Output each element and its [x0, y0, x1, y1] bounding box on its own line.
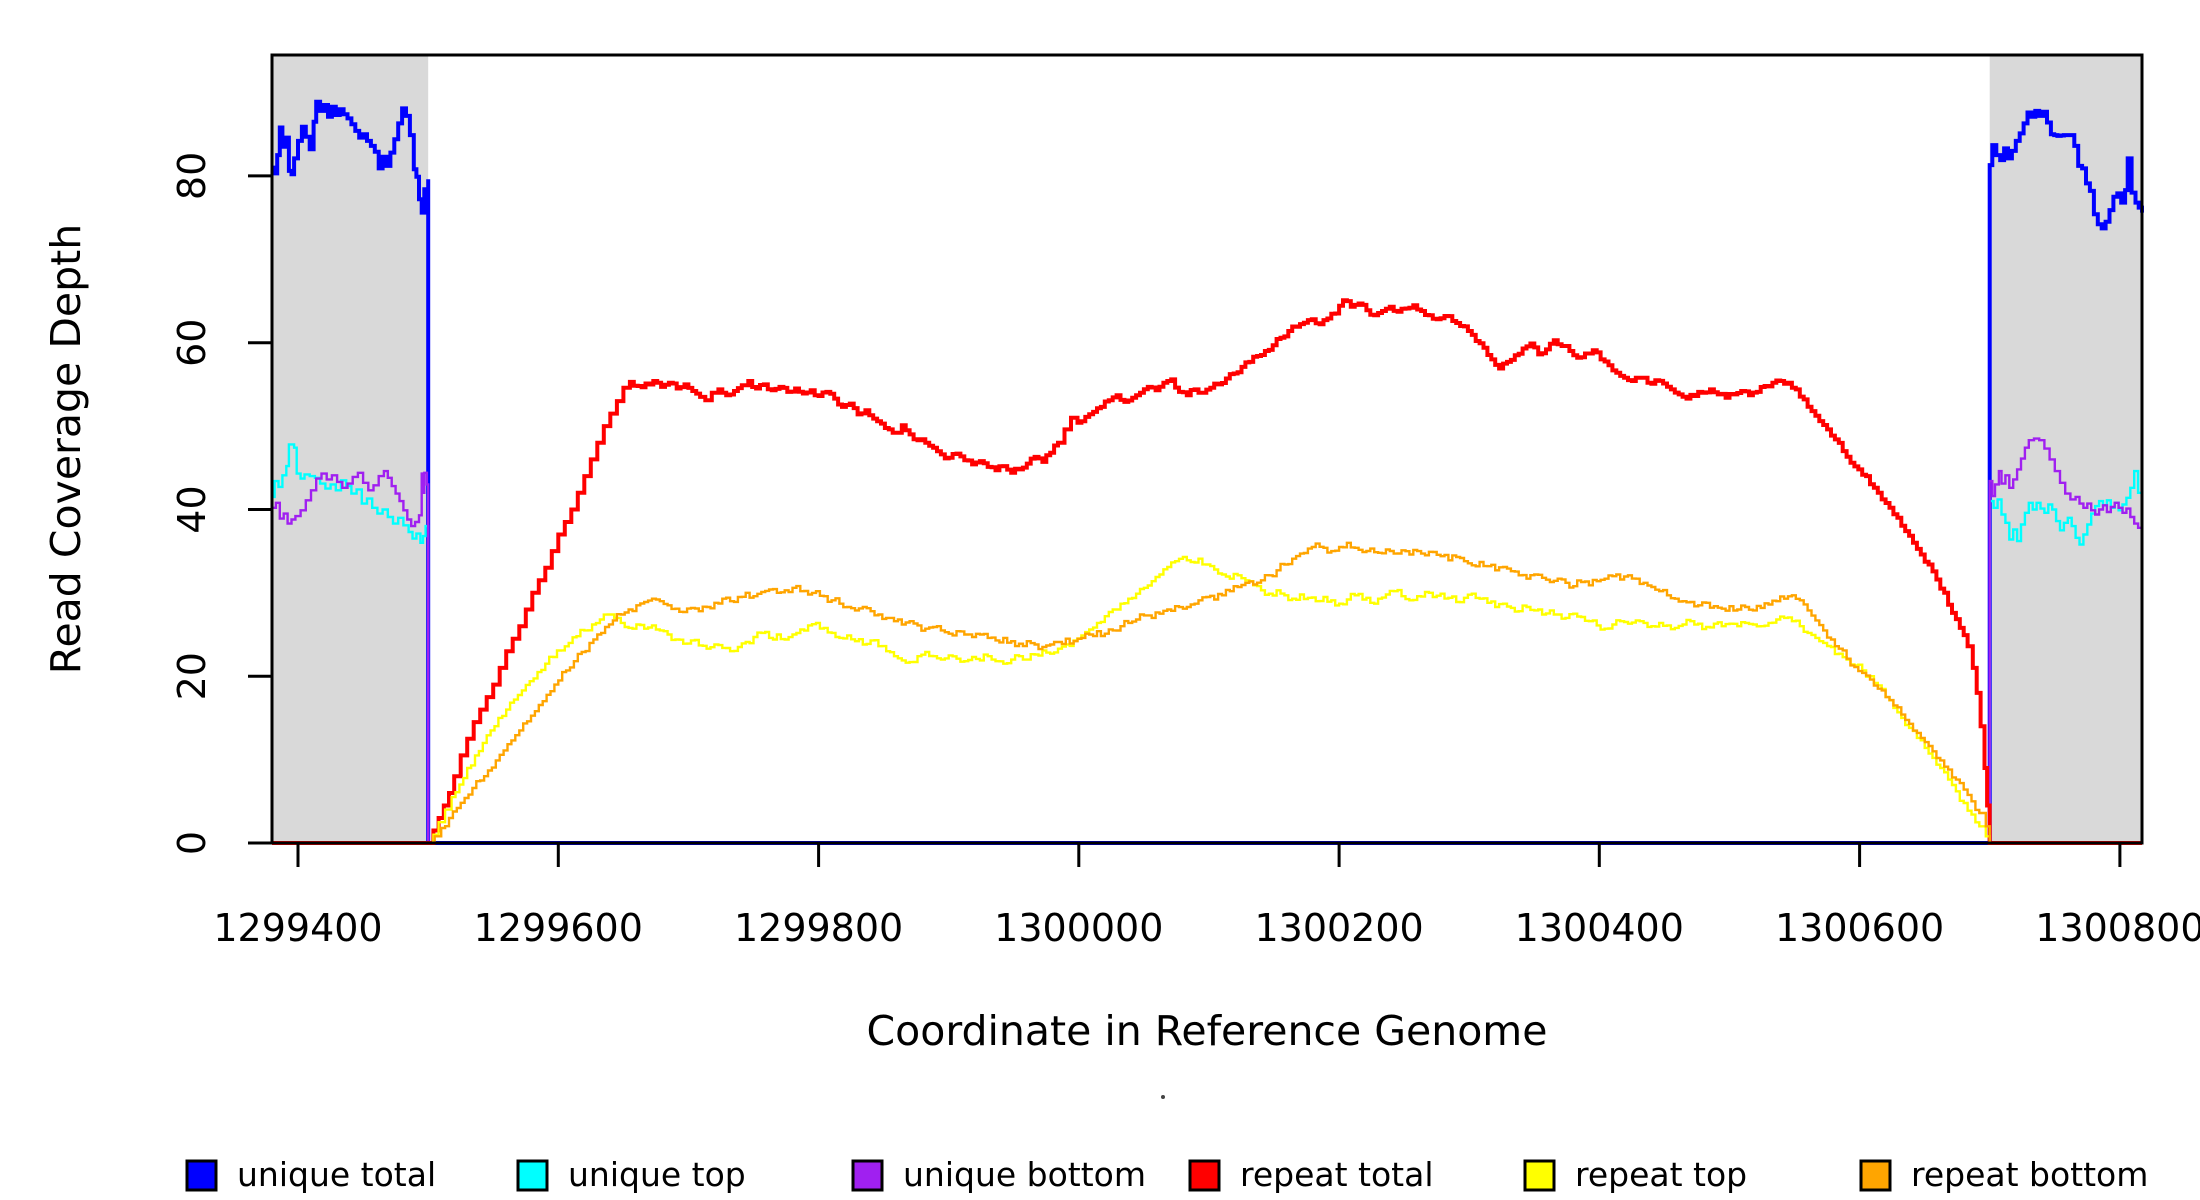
series-unique-top [272, 443, 2144, 845]
shaded-region-right [1989, 55, 2142, 843]
legend-swatch-repeat-total [1188, 1159, 1221, 1192]
series-group [272, 99, 2144, 845]
legend-label: unique bottom [903, 1155, 1146, 1194]
shaded-region-left [272, 55, 429, 843]
series-repeat-bottom [272, 541, 2142, 845]
legend-swatch-repeat-bottom [1859, 1159, 1892, 1192]
legend-label: repeat total [1240, 1155, 1434, 1194]
legend-swatch-unique-total [185, 1159, 218, 1192]
legend-label: unique top [568, 1155, 746, 1194]
x-axis-title: Coordinate in Reference Genome [867, 1007, 1548, 1055]
y-axis-title: Read Coverage Depth [42, 224, 90, 674]
series-repeat-total [272, 298, 2142, 845]
legend-swatch-unique-bottom [851, 1159, 884, 1192]
legend-label: repeat top [1575, 1155, 1747, 1194]
y-tick-label: 40 [170, 485, 214, 533]
y-tick-label: 60 [170, 319, 214, 367]
x-tick-label: 1300000 [994, 906, 1163, 950]
legend-label: unique total [237, 1155, 436, 1194]
x-tick-label: 1299800 [734, 906, 903, 950]
legend-label: repeat bottom [1911, 1155, 2148, 1194]
y-tick-label: 0 [170, 831, 214, 855]
y-tick-label: 80 [170, 152, 214, 200]
series-unique-bottom [272, 437, 2144, 845]
x-tick-label: 1300200 [1254, 906, 1423, 950]
plot-border [270, 53, 2144, 845]
x-tick-label: 1299400 [213, 906, 382, 950]
x-tick-label: 1300400 [1515, 906, 1684, 950]
legend-swatch-repeat-top [1523, 1159, 1556, 1192]
series-repeat-top [272, 555, 2142, 845]
x-tick-label: 1300600 [1775, 906, 1944, 950]
x-tick-label: 1299600 [474, 906, 643, 950]
legend-swatch-unique-top [516, 1159, 549, 1192]
artifact-dot [1161, 1095, 1165, 1099]
x-tick-label: 1300800 [2035, 906, 2200, 950]
y-tick-label: 20 [170, 652, 214, 700]
